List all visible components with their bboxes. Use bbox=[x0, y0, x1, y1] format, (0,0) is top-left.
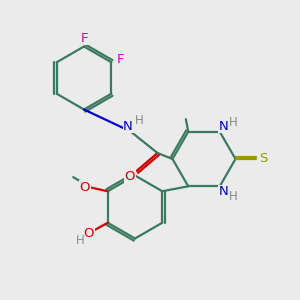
Text: H: H bbox=[135, 113, 144, 127]
Text: S: S bbox=[259, 152, 267, 166]
Text: H: H bbox=[75, 234, 84, 247]
Text: O: O bbox=[84, 227, 94, 240]
Text: N: N bbox=[123, 119, 133, 133]
Text: F: F bbox=[81, 32, 88, 45]
Text: H: H bbox=[229, 190, 238, 203]
Text: O: O bbox=[80, 181, 90, 194]
Text: N: N bbox=[218, 120, 228, 133]
Text: N: N bbox=[218, 185, 228, 198]
Text: O: O bbox=[125, 170, 135, 183]
Text: H: H bbox=[229, 116, 238, 129]
Text: F: F bbox=[117, 53, 124, 66]
